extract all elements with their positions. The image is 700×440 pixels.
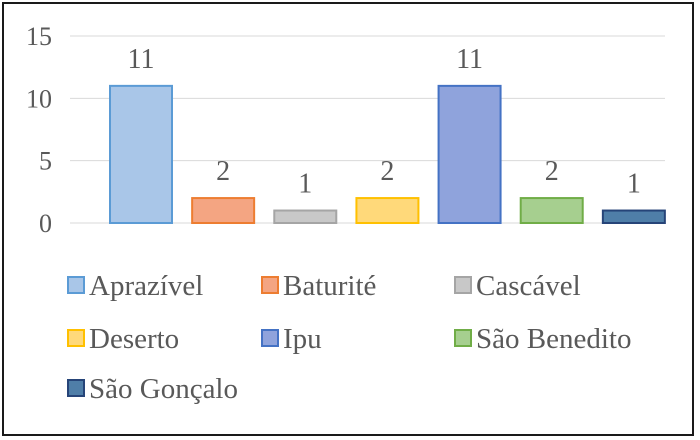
bars bbox=[109, 84, 666, 225]
y-tick-label-10: 10 bbox=[26, 84, 52, 113]
bar-São Gonçalo bbox=[601, 209, 666, 225]
data-label-São Benedito: 2 bbox=[545, 156, 559, 187]
y-tick-label-15: 15 bbox=[26, 22, 52, 51]
data-label-Cascável: 1 bbox=[298, 169, 312, 200]
data-label-Aprazível: 11 bbox=[128, 44, 155, 75]
data-label-Ipu: 11 bbox=[456, 44, 483, 75]
legend-label-São Benedito: São Benedito bbox=[476, 323, 631, 355]
legend-label-Ipu: Ipu bbox=[283, 323, 322, 355]
bar-Baturité bbox=[191, 197, 256, 224]
legend-label-Cascável: Cascável bbox=[476, 270, 581, 302]
y-tick-label-5: 5 bbox=[39, 147, 52, 176]
legend-swatch-São Gonçalo bbox=[67, 379, 85, 397]
bar-São Benedito bbox=[519, 197, 584, 224]
data-label-Deserto: 2 bbox=[380, 156, 394, 187]
legend-swatch-Baturité bbox=[261, 276, 279, 294]
legend-label-São Gonçalo: São Gonçalo bbox=[89, 373, 238, 405]
legend-swatch-Cascável bbox=[454, 276, 472, 294]
data-labels: 11 2 1 2 11 2 1 bbox=[128, 44, 641, 200]
data-label-Baturité: 2 bbox=[216, 156, 230, 187]
bar-Cascável bbox=[273, 209, 338, 225]
data-label-São Gonçalo: 1 bbox=[627, 169, 641, 200]
legend-swatch-Aprazível bbox=[67, 276, 85, 294]
legend-swatch-Deserto bbox=[67, 329, 85, 347]
bar-Aprazível bbox=[109, 84, 173, 224]
bar-Ipu bbox=[437, 84, 502, 224]
bar-Deserto bbox=[355, 197, 420, 224]
legend-swatch-São Benedito bbox=[454, 329, 472, 347]
y-tick-label-0: 0 bbox=[39, 209, 52, 238]
legend-swatch-Ipu bbox=[261, 329, 279, 347]
legend-label-Deserto: Deserto bbox=[89, 323, 179, 355]
legend-label-Baturité: Baturité bbox=[283, 270, 376, 302]
y-axis-ticks: 0 5 10 15 bbox=[26, 22, 52, 238]
legend: Aprazível Baturité Cascável Deserto Ipu São B… bbox=[67, 270, 631, 405]
legend-label-Aprazível: Aprazível bbox=[89, 270, 203, 302]
